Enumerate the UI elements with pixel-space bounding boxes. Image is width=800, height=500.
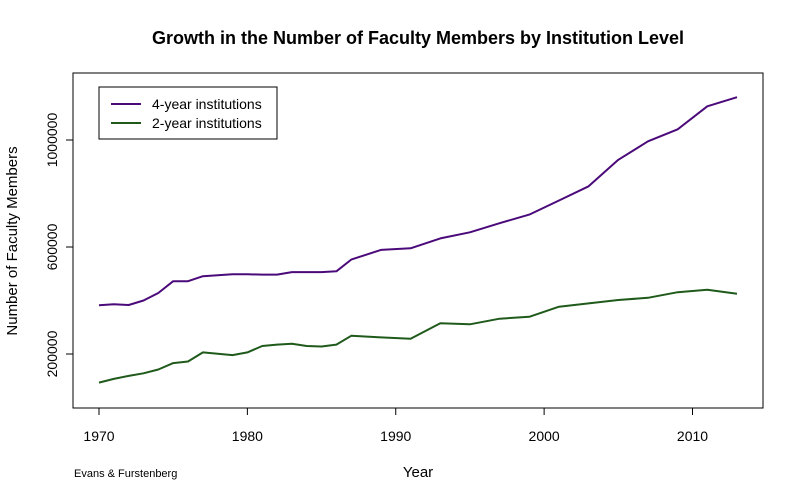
y-tick-label: 1000000	[44, 113, 60, 168]
y-axis: 200000 600000 1000000	[44, 113, 74, 377]
x-tick-label: 2010	[677, 428, 708, 444]
legend: 4-year institutions 2-year institutions	[98, 86, 278, 140]
chart-title: Growth in the Number of Faculty Members …	[152, 28, 684, 48]
legend-label-2-year: 2-year institutions	[152, 115, 262, 131]
y-tick-label: 200000	[44, 330, 60, 377]
x-tick-label: 1980	[232, 428, 263, 444]
series-line-1	[98, 288, 738, 384]
x-axis: 1970 1980 1990 2000 2010	[83, 407, 708, 444]
x-axis-label: Year	[403, 464, 433, 481]
source-caption: Evans & Furstenberg	[74, 468, 177, 480]
legend-box	[98, 86, 278, 140]
y-axis-label: Number of Faculty Members	[4, 146, 21, 335]
x-tick-label: 1970	[83, 428, 114, 444]
x-tick-label: 2000	[529, 428, 560, 444]
series-lines	[98, 96, 738, 384]
legend-label-4-year: 4-year institutions	[152, 96, 262, 112]
y-tick-label: 600000	[44, 223, 60, 270]
series-line-0	[98, 96, 738, 307]
x-tick-label: 1990	[380, 428, 411, 444]
